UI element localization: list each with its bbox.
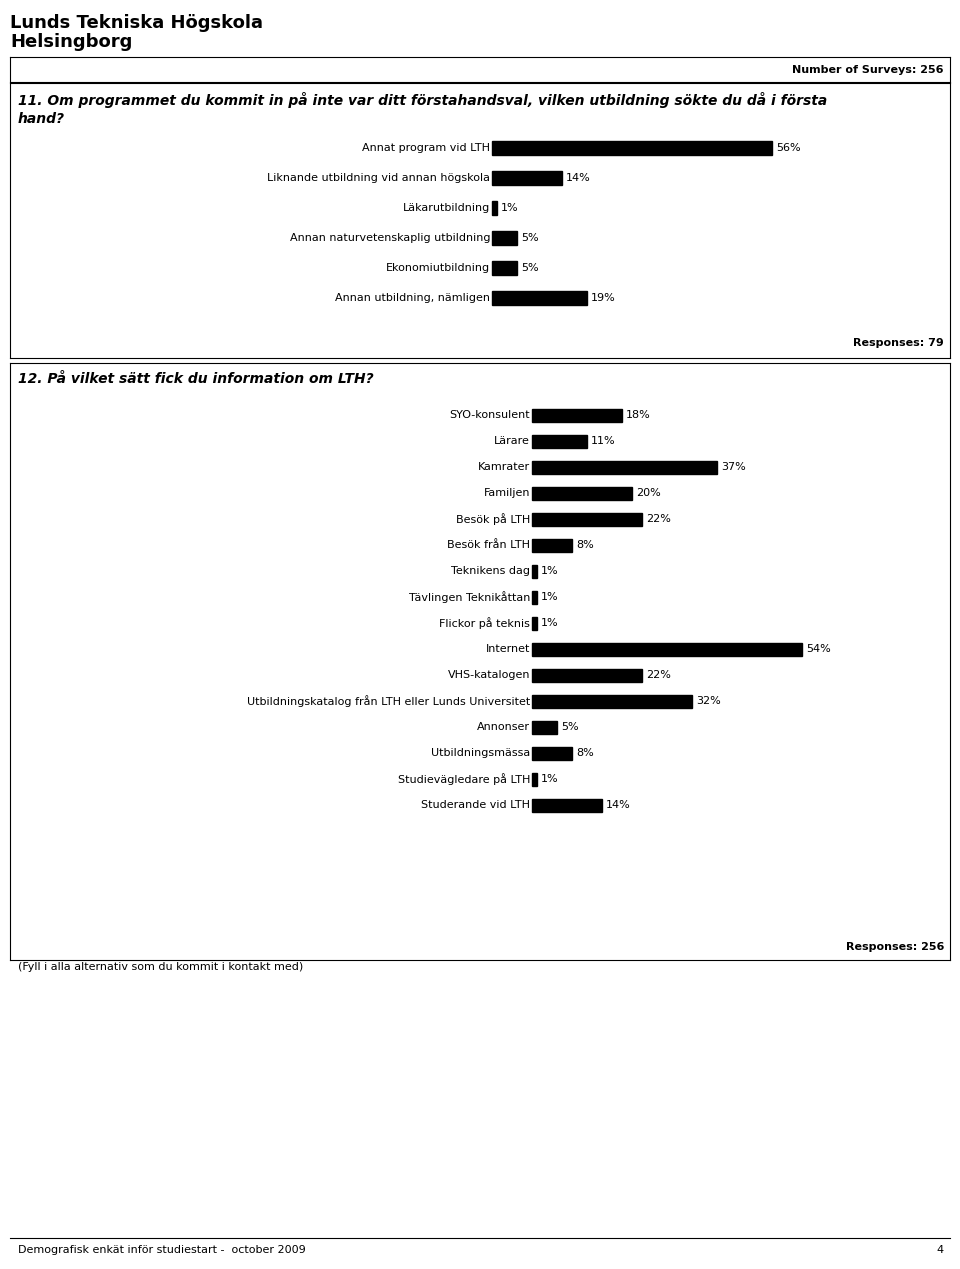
Bar <box>532 721 557 733</box>
Bar <box>532 590 537 604</box>
Text: SYO-konsulent: SYO-konsulent <box>449 410 530 420</box>
Text: 1%: 1% <box>541 566 559 576</box>
Text: 11. Om programmet du kommit in på inte var ditt förstahandsval, vilken utbildnin: 11. Om programmet du kommit in på inte v… <box>18 91 828 108</box>
Bar <box>492 261 517 275</box>
Text: Annan utbildning, nämligen: Annan utbildning, nämligen <box>335 293 490 303</box>
Text: 22%: 22% <box>646 670 671 680</box>
Bar <box>492 171 562 185</box>
Text: Annat program vid LTH: Annat program vid LTH <box>362 143 490 154</box>
Bar <box>492 141 772 155</box>
Bar <box>532 565 537 577</box>
Bar <box>532 409 622 421</box>
Text: 12. På vilket sätt fick du information om LTH?: 12. På vilket sätt fick du information o… <box>18 372 373 386</box>
Text: 5%: 5% <box>521 233 539 242</box>
Text: Helsingborg: Helsingborg <box>10 33 132 51</box>
Text: 18%: 18% <box>626 410 651 420</box>
Text: hand?: hand? <box>18 112 65 126</box>
Text: 5%: 5% <box>521 263 539 273</box>
Bar <box>492 231 517 245</box>
Text: Familjen: Familjen <box>484 489 530 497</box>
Bar <box>532 461 717 473</box>
Text: Annonser: Annonser <box>477 722 530 732</box>
Bar <box>532 434 587 448</box>
Bar <box>492 201 497 214</box>
Bar <box>532 642 802 656</box>
Text: Utbildningskatalog från LTH eller Lunds Universitet: Utbildningskatalog från LTH eller Lunds … <box>247 695 530 707</box>
Text: 22%: 22% <box>646 514 671 524</box>
Text: Responses: 256: Responses: 256 <box>846 942 944 952</box>
Text: 11%: 11% <box>591 437 615 445</box>
Text: 1%: 1% <box>501 203 518 213</box>
Text: 20%: 20% <box>636 489 660 497</box>
Text: 1%: 1% <box>541 774 559 784</box>
Bar <box>492 291 587 305</box>
Bar <box>532 746 572 760</box>
Text: 8%: 8% <box>576 541 593 549</box>
Text: Utbildningsmässa: Utbildningsmässa <box>431 747 530 758</box>
Bar <box>532 617 537 629</box>
Text: Responses: 79: Responses: 79 <box>853 338 944 348</box>
Text: Kamrater: Kamrater <box>478 462 530 472</box>
Text: Teknikens dag: Teknikens dag <box>451 566 530 576</box>
Text: Annan naturvetenskaplig utbildning: Annan naturvetenskaplig utbildning <box>290 233 490 242</box>
Text: 1%: 1% <box>541 593 559 602</box>
Bar <box>532 513 642 525</box>
Bar <box>532 538 572 552</box>
Text: Number of Surveys: 256: Number of Surveys: 256 <box>793 65 944 75</box>
Text: 14%: 14% <box>566 173 590 183</box>
Text: 14%: 14% <box>606 799 631 810</box>
Bar <box>532 694 692 708</box>
Bar <box>532 669 642 681</box>
Text: 1%: 1% <box>541 618 559 628</box>
Bar <box>532 486 632 500</box>
Text: 56%: 56% <box>776 143 801 154</box>
Bar <box>532 798 602 811</box>
Text: Ekonomiutbildning: Ekonomiutbildning <box>386 263 490 273</box>
Text: 4: 4 <box>937 1245 944 1255</box>
Text: 54%: 54% <box>806 643 830 654</box>
Text: Internet: Internet <box>486 643 530 654</box>
Bar <box>532 773 537 786</box>
Text: Besök från LTH: Besök från LTH <box>447 541 530 549</box>
Text: (Fyll i alla alternativ som du kommit i kontakt med): (Fyll i alla alternativ som du kommit i … <box>18 962 303 972</box>
Text: 5%: 5% <box>561 722 579 732</box>
Text: 8%: 8% <box>576 747 593 758</box>
Text: Studerande vid LTH: Studerande vid LTH <box>421 799 530 810</box>
Text: Läkarutbildning: Läkarutbildning <box>403 203 490 213</box>
Text: 32%: 32% <box>696 695 721 706</box>
Text: Lärare: Lärare <box>494 437 530 445</box>
Text: 19%: 19% <box>591 293 615 303</box>
Text: Tävlingen Teknikåttan: Tävlingen Teknikåttan <box>409 591 530 603</box>
Text: 37%: 37% <box>721 462 746 472</box>
Text: Demografisk enkät inför studiestart -  october 2009: Demografisk enkät inför studiestart - oc… <box>18 1245 305 1255</box>
Text: Lunds Tekniska Högskola: Lunds Tekniska Högskola <box>10 14 263 32</box>
Text: Liknande utbildning vid annan högskola: Liknande utbildning vid annan högskola <box>267 173 490 183</box>
Text: VHS-katalogen: VHS-katalogen <box>447 670 530 680</box>
Text: Besök på LTH: Besök på LTH <box>456 513 530 525</box>
Text: Studievägledare på LTH: Studievägledare på LTH <box>397 773 530 786</box>
Text: Flickor på teknis: Flickor på teknis <box>439 617 530 629</box>
